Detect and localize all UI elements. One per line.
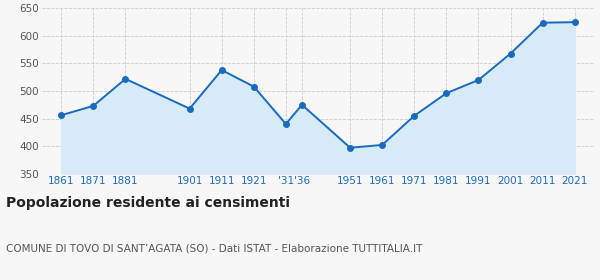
Text: COMUNE DI TOVO DI SANT’AGATA (SO) - Dati ISTAT - Elaborazione TUTTITALIA.IT: COMUNE DI TOVO DI SANT’AGATA (SO) - Dati…: [6, 244, 422, 254]
Text: Popolazione residente ai censimenti: Popolazione residente ai censimenti: [6, 196, 290, 210]
